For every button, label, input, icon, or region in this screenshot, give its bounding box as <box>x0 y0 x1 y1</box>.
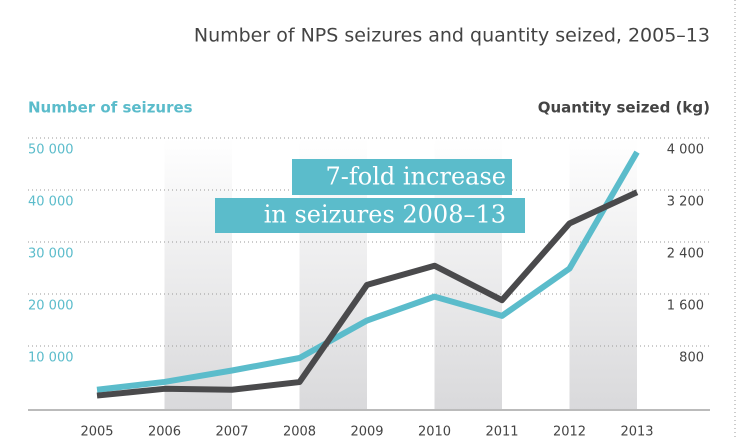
x-tick-label: 2005 <box>80 425 113 439</box>
y2-tick-label: 3 200 <box>667 195 704 210</box>
x-tick-label: 2006 <box>148 425 181 439</box>
chart-title: Number of NPS seizures and quantity seiz… <box>194 25 710 47</box>
annotation-box <box>215 198 525 233</box>
y2-tick-label: 800 <box>679 351 704 366</box>
annotation-box <box>292 159 512 195</box>
annotation: in seizures 2008–13 <box>264 201 506 229</box>
y-tick-label: 50 000 <box>28 143 74 158</box>
y-tick-label: 10 000 <box>28 351 74 366</box>
x-tick-label: 2010 <box>418 425 451 439</box>
y-tick-label: 20 000 <box>28 299 74 314</box>
series-line <box>96 189 639 399</box>
y2-tick-label: 2 400 <box>667 247 704 262</box>
x-tick-label: 2009 <box>350 425 383 439</box>
y-tick-label: 30 000 <box>28 247 74 262</box>
x-tick-label: 2007 <box>215 425 248 439</box>
x-tick-label: 2012 <box>553 425 586 439</box>
y2-tick-label: 4 000 <box>667 143 704 158</box>
column-band <box>164 138 232 410</box>
series-line <box>96 150 640 393</box>
x-tick-label: 2011 <box>485 425 518 439</box>
y-tick-label: 40 000 <box>28 195 74 210</box>
x-tick-label: 2013 <box>620 425 653 439</box>
x-tick-label: 2008 <box>283 425 316 439</box>
y2-tick-label: 1 600 <box>667 299 704 314</box>
y2-axis-label: Quantity seized (kg) <box>538 99 710 117</box>
annotation: 7-fold increase <box>326 163 506 191</box>
y-axis-label: Number of seizures <box>28 99 193 117</box>
column-band <box>569 138 637 410</box>
